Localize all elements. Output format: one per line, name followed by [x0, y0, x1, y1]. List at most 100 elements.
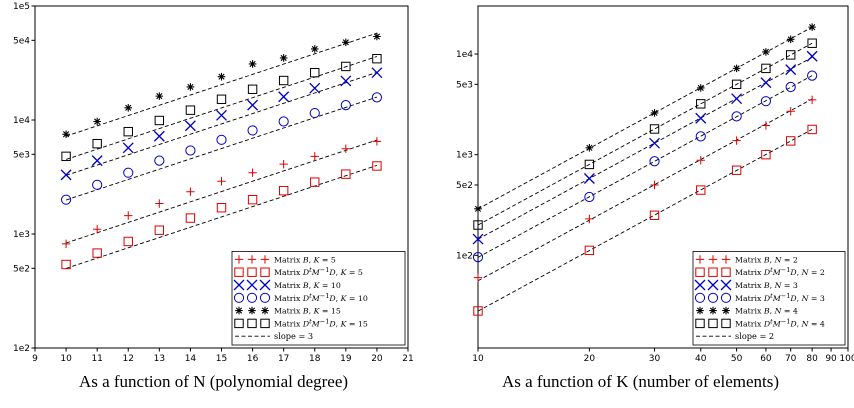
right-chart: 10 20 30 40 50 60 70 80 90 100 1e2 5e2 1e3 5e3 1e4 Matr…: [456, 5, 854, 364]
data-point-c0-s2-2: [122, 142, 134, 154]
data-point-c1-s3-6: [785, 81, 796, 93]
legend-marker: [233, 292, 245, 303]
legend-marker: [696, 306, 704, 315]
data-point-c0-s1-10: [372, 161, 382, 171]
data-point-c0-s2-7: [278, 91, 290, 103]
data-point-c1-s4-5: [762, 48, 770, 56]
data-point-c1-s0-0: [473, 273, 483, 282]
data-point-c1-s0-3: [696, 156, 705, 165]
legend-slope-label: slope = 2: [735, 331, 774, 341]
slope-reference-line: [477, 128, 813, 312]
data-point-c0-s5-5: [216, 94, 227, 104]
data-point-c1-s4-6: [786, 35, 795, 44]
x-tick-label: 14: [185, 354, 197, 364]
x-tick-label: 20: [371, 354, 383, 364]
data-point-c1-s1-0: [473, 306, 483, 316]
data-point-c1-s5-0: [473, 220, 483, 230]
data-point-c0-s5-4: [185, 105, 196, 115]
data-point-c0-s4-5: [217, 72, 226, 81]
data-point-c0-s2-5: [216, 109, 227, 121]
legend-marker: [233, 279, 245, 291]
x-tick-label: 20: [584, 354, 596, 364]
data-point-c0-s2-9: [340, 75, 352, 87]
plot-frame: [477, 5, 849, 349]
data-point-c0-s1-3: [154, 225, 165, 235]
x-tick-label: 13: [154, 354, 165, 364]
slope-reference-line: [477, 98, 813, 282]
data-point-c0-s2-4: [184, 120, 196, 132]
data-point-c1-s3-5: [760, 96, 772, 107]
data-point-c0-s0-7: [279, 159, 288, 169]
y-tick-label: 1e2: [456, 251, 473, 261]
x-tick-label: 17: [278, 354, 289, 364]
data-point-c0-s3-9: [340, 100, 351, 111]
data-point-c1-s5-7: [807, 38, 817, 48]
data-point-c1-s4-0: [474, 204, 482, 213]
slope-reference-line: [477, 56, 813, 240]
legend-entry: Matrix DtM−1D, N = 3: [735, 292, 825, 303]
legend-slope-label: slope = 3: [274, 331, 313, 341]
data-point-c0-s5-2: [123, 126, 133, 137]
data-point-c0-s3-4: [185, 145, 196, 156]
legend-marker: [259, 292, 271, 303]
legend-entry: Matrix DtM−1D, K = 5: [274, 266, 363, 277]
data-point-c0-s4-4: [186, 83, 195, 91]
legend-marker: [721, 255, 731, 264]
slope-reference-line: [65, 96, 378, 201]
y-tick-label: 1e3: [13, 230, 30, 240]
data-point-c0-s5-0: [61, 151, 71, 162]
legend-marker: [694, 279, 706, 291]
legend-marker: [259, 279, 271, 291]
legend-marker: [707, 292, 719, 303]
data-point-c1-s4-4: [732, 64, 741, 73]
data-point-c0-s1-8: [310, 177, 320, 187]
legend-entry: Matrix DtM−1D, K = 15: [274, 317, 368, 328]
y-tick-label: 1e4: [13, 116, 30, 126]
data-point-c1-s1-4: [731, 165, 742, 175]
data-point-c1-s3-1: [584, 191, 595, 203]
slope-reference-line: [477, 26, 813, 210]
data-point-c0-s2-0: [60, 169, 72, 181]
x-tick-label: 18: [309, 354, 321, 364]
data-point-c0-s2-1: [91, 155, 103, 167]
legend-marker: [261, 306, 269, 315]
legend-marker: [247, 267, 257, 277]
legend-marker: [695, 267, 705, 277]
data-point-c0-s4-7: [279, 54, 288, 62]
data-point-c0-s0-5: [217, 177, 226, 186]
y-tick-label: 5e3: [456, 80, 473, 90]
slope-reference-line: [65, 71, 378, 176]
legend-marker: [708, 255, 718, 264]
x-tick-label: 80: [806, 354, 818, 364]
slope-reference-line: [65, 139, 378, 244]
data-point-c1-s5-6: [785, 50, 796, 60]
legend-marker: [246, 292, 258, 303]
data-point-c0-s0-10: [372, 137, 382, 146]
data-point-c1-s5-3: [696, 99, 706, 109]
data-point-c1-s0-4: [732, 136, 741, 145]
data-point-c1-s4-1: [585, 144, 594, 152]
data-point-c0-s3-8: [309, 107, 320, 119]
legend-entry: Matrix B, N = 4: [735, 307, 798, 316]
legend-marker: [709, 306, 717, 315]
data-point-c1-s3-0: [472, 252, 484, 263]
legend-marker: [234, 318, 244, 329]
data-point-c0-s1-9: [341, 169, 351, 179]
data-point-c0-s4-0: [62, 130, 70, 139]
legend-marker: [721, 267, 731, 277]
data-point-c1-s0-2: [650, 180, 659, 190]
x-tick-label: 11: [91, 354, 102, 364]
x-tick-label: 19: [340, 354, 352, 364]
data-point-c0-s5-7: [278, 75, 289, 86]
data-point-c0-s3-1: [92, 179, 103, 190]
data-point-c0-s5-6: [247, 84, 258, 94]
slope-reference-line: [65, 56, 378, 160]
legend-marker: [234, 267, 244, 277]
data-point-c0-s0-3: [155, 199, 164, 208]
data-point-c0-s3-3: [154, 155, 165, 166]
data-point-c1-s3-7: [807, 70, 818, 81]
left-chart-caption: As a function of N (polynomial degree): [78, 372, 349, 391]
data-point-c1-s5-4: [731, 79, 742, 90]
data-point-c1-s3-4: [731, 111, 742, 122]
data-point-c1-s2-7: [806, 50, 818, 62]
